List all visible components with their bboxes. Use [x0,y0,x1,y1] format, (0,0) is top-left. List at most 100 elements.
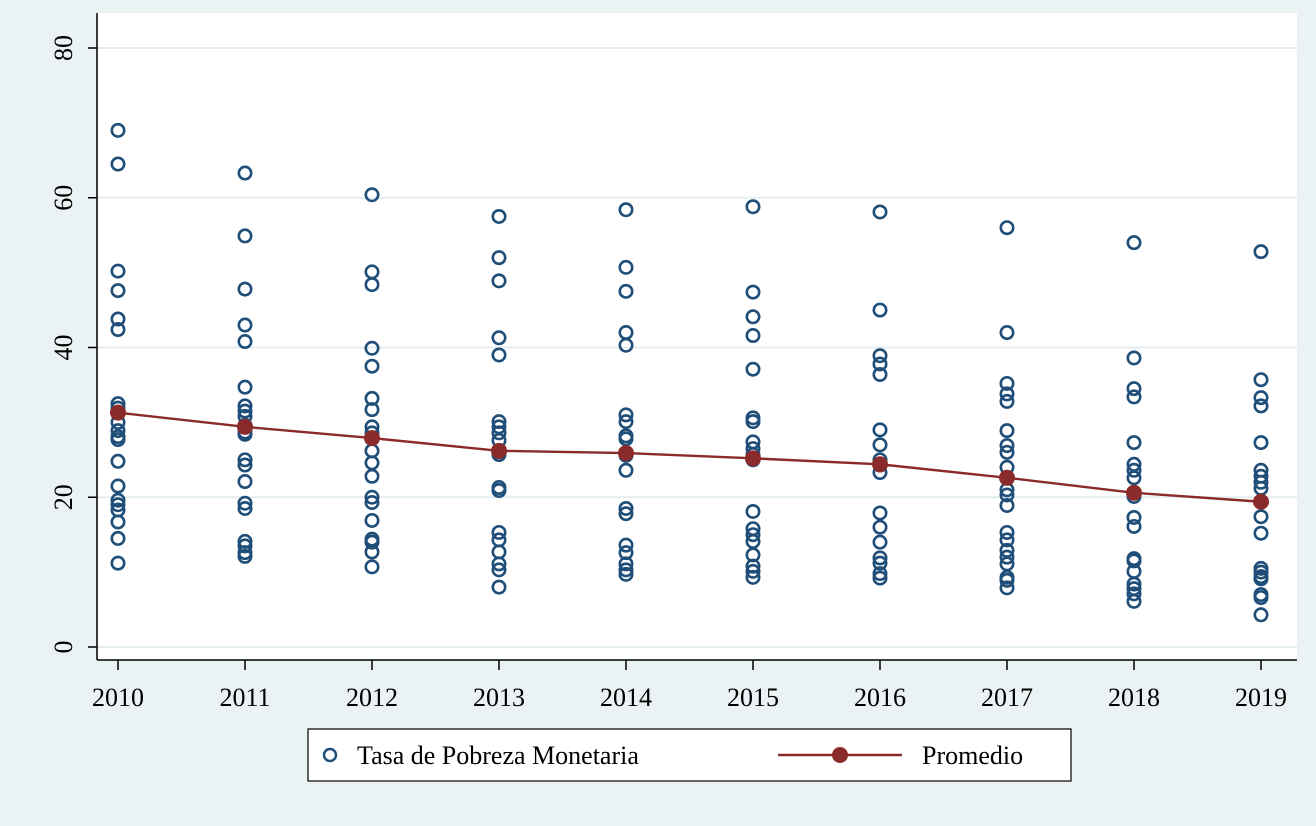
y-axis-ticks: 0 20 40 60 80 [49,35,97,654]
scatter-point [110,283,126,299]
y-tick-label: 60 [49,185,78,211]
scatter-point [999,524,1015,540]
scatter-point [1126,586,1142,602]
scatter-point [1253,435,1269,451]
scatter-point [872,348,888,364]
mean-point [999,469,1015,486]
scatter-point [110,514,126,530]
scatter-point [618,283,634,299]
legend-label-mean: Promedio [922,741,1023,770]
scatter-point [237,379,253,395]
scatter-point [872,204,888,220]
scatter-point [872,356,888,372]
scatter-point [1126,470,1142,486]
plot-area [97,13,1297,660]
scatter-point [364,489,380,505]
scatter-point [1253,372,1269,388]
x-tick-label: 2014 [600,683,652,712]
scatter-point [110,530,126,546]
legend-label-scatter: Tasa de Pobreza Monetaria [357,741,639,770]
x-tick-label: 2018 [1108,683,1160,712]
scatter-point [745,284,761,300]
scatter-point [237,538,253,554]
scatter-point [999,325,1015,341]
scatter-point [999,393,1015,409]
x-tick-label: 2017 [981,683,1033,712]
mean-line [117,411,1262,503]
scatter-point [618,414,634,430]
scatter-point [872,505,888,521]
scatter-point [872,422,888,438]
scatter-point [618,537,634,553]
scatter-point [237,495,253,511]
scatter-point [999,532,1015,548]
scatter-point [237,398,253,414]
scatter-point [872,437,888,453]
mean-point [364,430,380,447]
scatter-point [1253,525,1269,541]
scatter-point [110,432,126,448]
scatter-point [1126,389,1142,405]
scatter-point [618,259,634,275]
scatter-point [364,358,380,374]
mean-series [110,404,1269,510]
scatter-point [1253,474,1269,490]
mean-point [745,450,761,467]
scatter-point [110,311,126,327]
scatter-point [1126,462,1142,478]
scatter-point [745,527,761,543]
scatter-point [237,317,253,333]
scatter-point [999,444,1015,460]
scatter-point [237,500,253,516]
scatter-point [618,337,634,353]
scatter-series [110,122,1269,623]
scatter-point [745,414,761,430]
scatter-point [1253,607,1269,623]
scatter-point [1253,571,1269,587]
scatter-point [1253,398,1269,414]
scatter-point [999,549,1015,565]
x-tick-label: 2019 [1235,683,1287,712]
scatter-point [364,468,380,484]
scatter-point [491,562,507,578]
scatter-point [872,519,888,535]
scatter-point [745,328,761,344]
scatter-point [237,165,253,181]
scatter-point [110,555,126,571]
scatter-point [237,452,253,468]
legend: Tasa de Pobreza Monetaria Promedio [307,728,1072,782]
scatter-point [491,425,507,441]
y-tick-label: 20 [49,484,78,510]
y-tick-label: 80 [49,35,78,61]
scatter-point [491,273,507,289]
scatter-point [237,334,253,350]
y-tick-label: 40 [49,335,78,361]
legend-marker-mean [832,747,848,763]
scatter-point [491,556,507,572]
scatter-point [1126,235,1142,251]
mean-point [237,418,253,435]
scatter-point [491,208,507,224]
scatter-point [618,500,634,516]
scatter-point [999,572,1015,588]
legend-box [307,728,1072,782]
x-tick-label: 2013 [473,683,525,712]
x-tick-label: 2016 [854,683,906,712]
scatter-point [1126,576,1142,592]
scatter-point [618,202,634,218]
scatter-point [745,361,761,377]
scatter-point [1126,518,1142,534]
scatter-point [237,548,253,564]
scatter-point [237,474,253,490]
scatter-point [618,407,634,423]
scatter-point [491,250,507,266]
scatter-point [110,497,126,513]
scatter-point [364,512,380,528]
scatter-point [110,156,126,172]
mean-point [1253,493,1269,510]
scatter-point [237,281,253,297]
scatter-point [745,563,761,579]
scatter-point [1253,244,1269,260]
scatter-point [999,580,1015,596]
